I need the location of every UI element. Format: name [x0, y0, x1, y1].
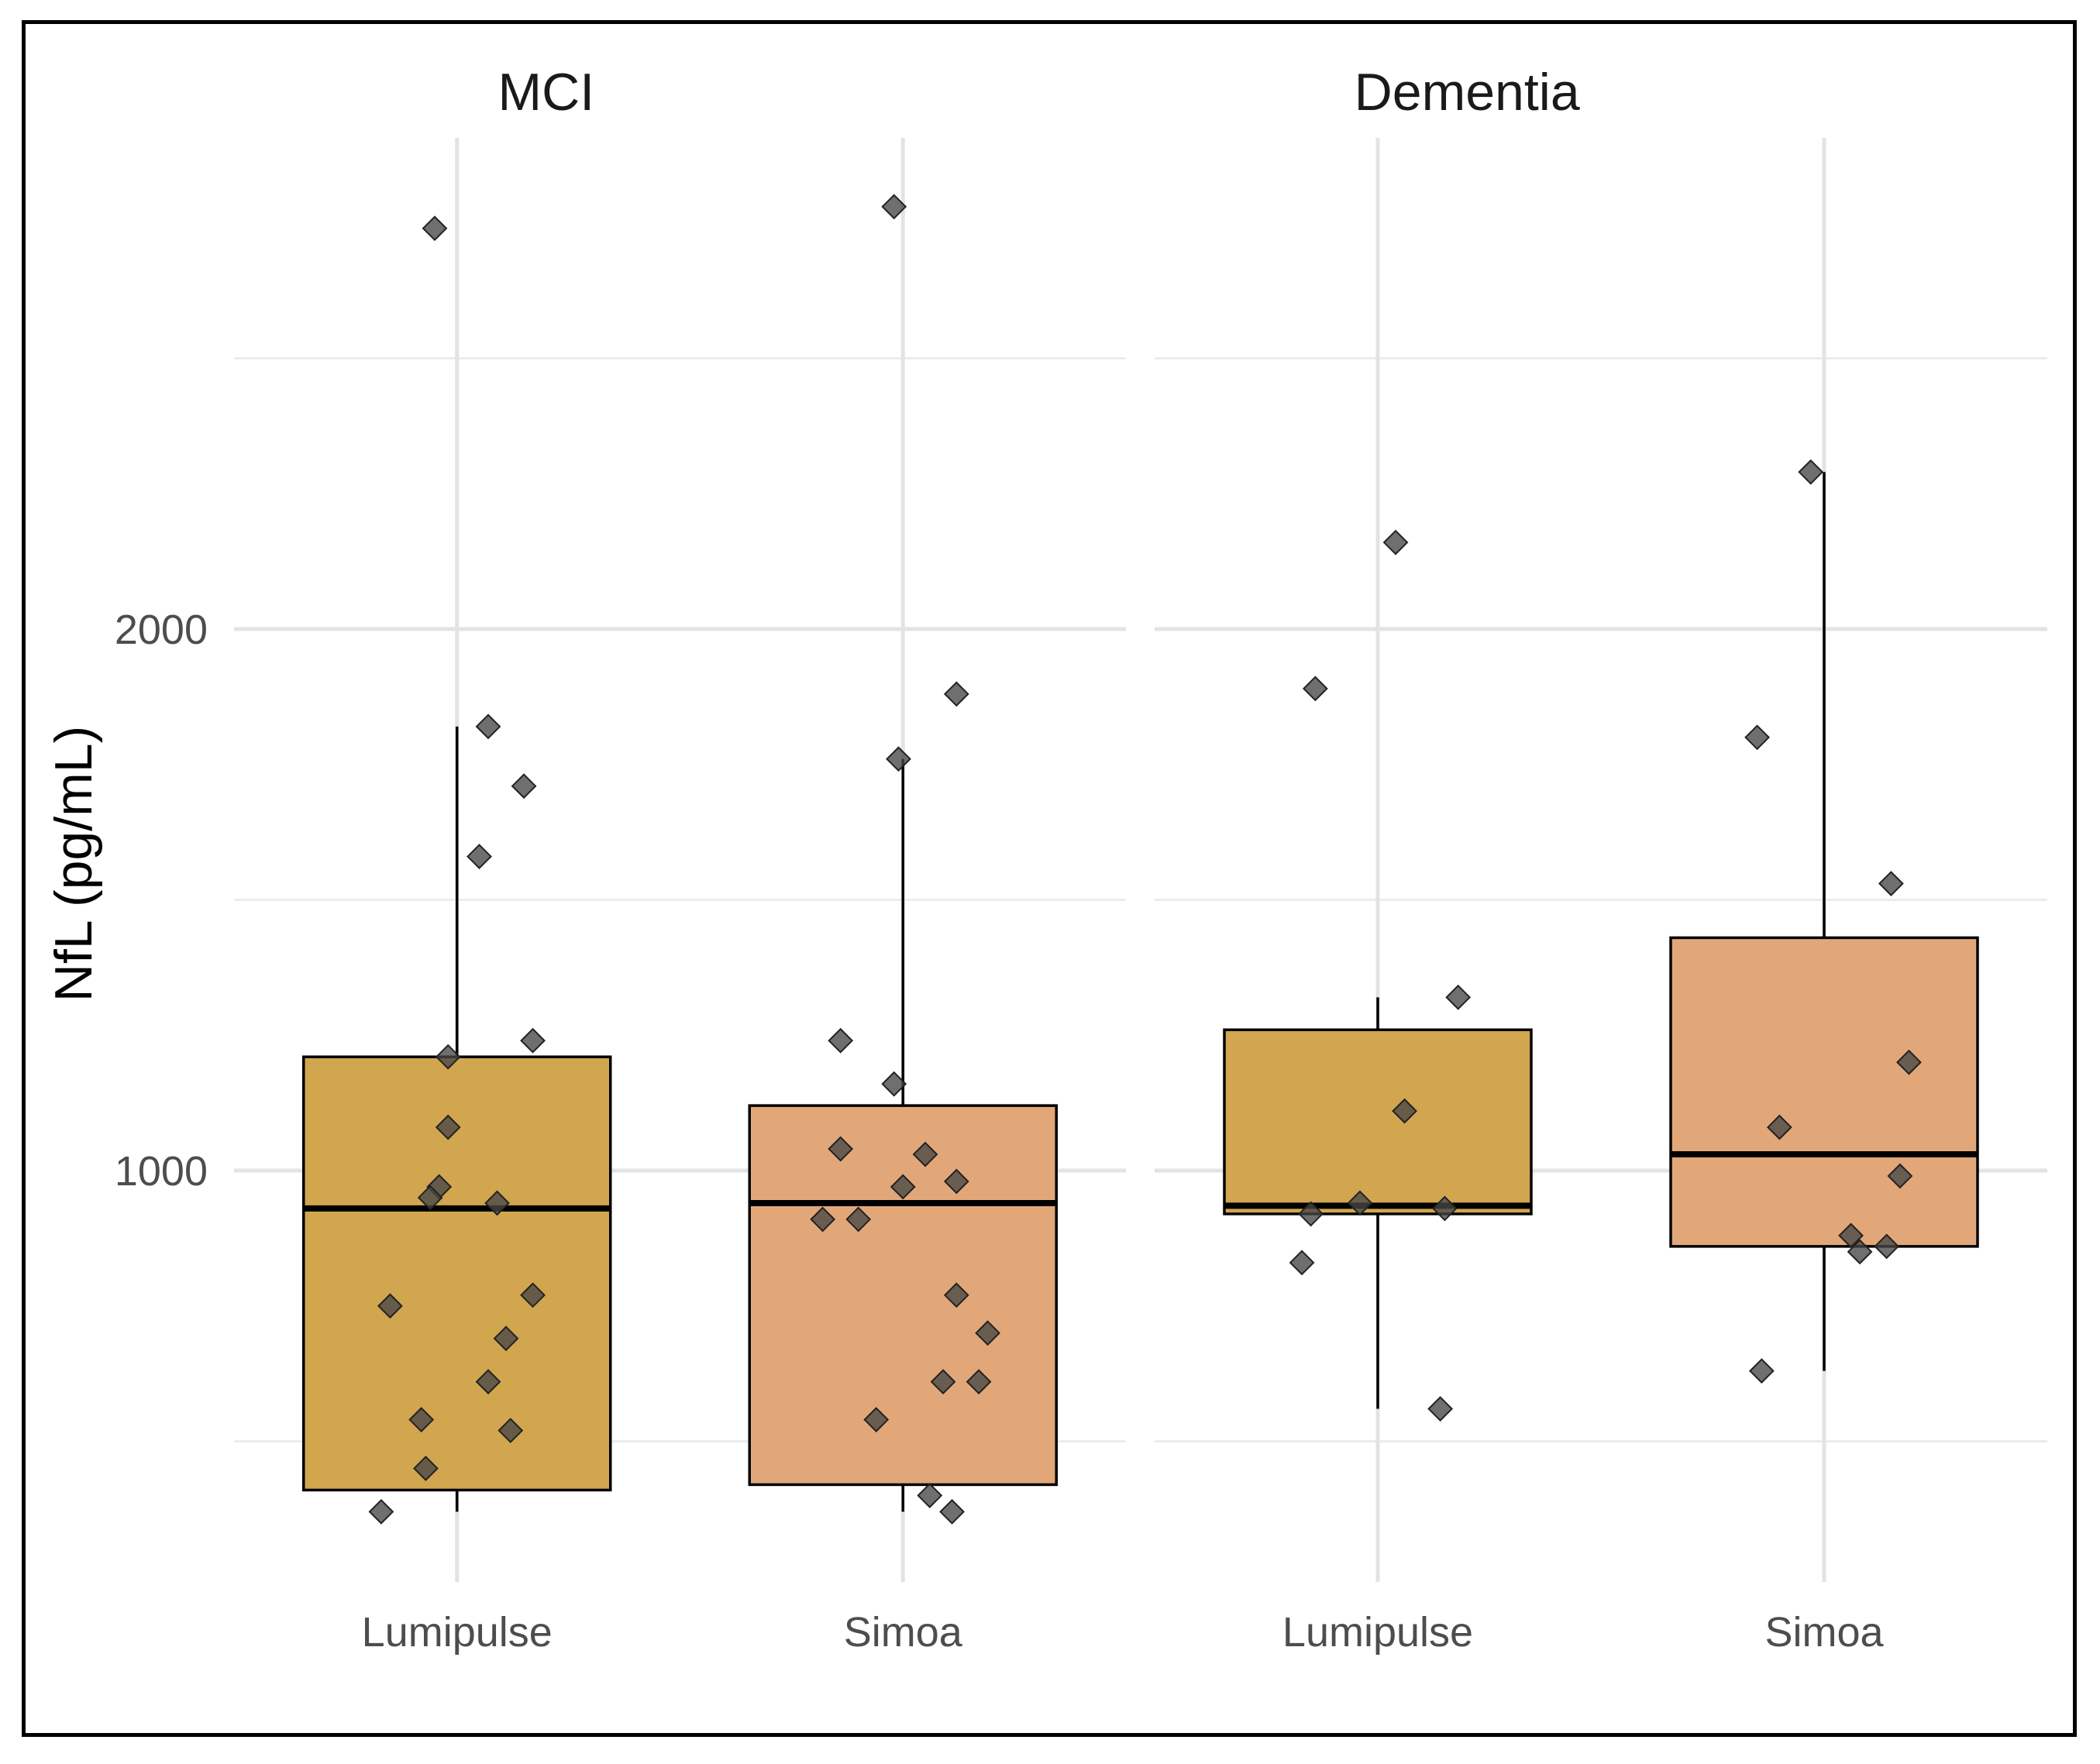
data-point — [930, 1369, 956, 1395]
data-point — [511, 773, 537, 799]
data-point — [520, 1282, 546, 1308]
box-layer — [302, 472, 1979, 1512]
x-tick-label-mci-simoa: Simoa — [844, 1609, 963, 1656]
data-point — [1838, 1222, 1864, 1249]
data-point — [1766, 1114, 1792, 1140]
point-layer — [368, 194, 1922, 1525]
data-point — [413, 1456, 439, 1481]
data-point — [497, 1418, 524, 1443]
data-point — [417, 1185, 443, 1211]
data-point — [422, 215, 448, 242]
data-point — [1302, 676, 1328, 702]
data-point — [881, 1071, 907, 1097]
data-point — [975, 1320, 1001, 1346]
data-point — [1392, 1098, 1417, 1124]
data-point — [917, 1482, 943, 1508]
data-point — [810, 1206, 836, 1233]
data-point — [939, 1498, 965, 1525]
data-point — [1445, 984, 1472, 1010]
data-point — [1874, 1233, 1900, 1260]
x-tick-label-mci-lumipulse: Lumipulse — [362, 1609, 553, 1656]
data-point — [1748, 1358, 1775, 1384]
box-dementia-lumipulse — [1223, 1028, 1533, 1216]
data-point — [435, 1114, 461, 1140]
data-point — [466, 844, 492, 869]
data-point — [435, 1044, 461, 1070]
data-point — [890, 1174, 916, 1200]
data-point — [886, 746, 911, 772]
data-point — [845, 1206, 872, 1233]
data-point — [1847, 1239, 1873, 1265]
data-point — [484, 1190, 510, 1216]
data-point — [912, 1141, 938, 1167]
data-point — [966, 1369, 992, 1395]
data-point — [1744, 724, 1771, 751]
box-dementia-simoa — [1669, 936, 1979, 1248]
box-mci-simoa — [748, 1104, 1058, 1487]
data-point — [475, 714, 501, 740]
data-point — [1798, 459, 1824, 485]
data-point — [1289, 1250, 1315, 1276]
y-axis-label: NfL (pg/mL) — [44, 726, 103, 1002]
panel-title-dementia: Dementia — [1355, 63, 1580, 122]
panel-title-mci: MCI — [498, 63, 595, 122]
data-point — [408, 1407, 435, 1432]
y-tick-label-1000: 1000 — [115, 1148, 208, 1195]
y-tick-label-2000: 2000 — [115, 607, 208, 653]
data-point — [943, 681, 969, 707]
data-point — [1347, 1190, 1373, 1216]
data-point — [863, 1407, 890, 1432]
data-point — [377, 1293, 403, 1319]
data-point — [943, 1168, 969, 1195]
data-point — [943, 1282, 969, 1308]
text-layer: MCI Lumipulse Simoa Dementia Lumipulse Simoa 1… — [115, 63, 1885, 1656]
data-point — [828, 1027, 854, 1054]
x-tick-label-dementia-simoa: Simoa — [1764, 1609, 1884, 1656]
x-tick-label-dementia-lumipulse: Lumipulse — [1282, 1609, 1473, 1656]
data-point — [1298, 1201, 1324, 1227]
data-point — [1431, 1195, 1458, 1222]
data-point — [1878, 871, 1904, 896]
data-point — [1887, 1163, 1913, 1189]
data-point — [828, 1136, 854, 1162]
box-mci-lumipulse — [302, 1055, 612, 1492]
data-point — [1427, 1396, 1454, 1422]
data-point — [881, 194, 907, 220]
data-point — [493, 1326, 519, 1352]
data-point — [475, 1369, 501, 1395]
data-point — [1382, 529, 1409, 555]
data-point — [368, 1498, 394, 1525]
data-point — [520, 1027, 546, 1054]
data-point — [1896, 1049, 1922, 1075]
